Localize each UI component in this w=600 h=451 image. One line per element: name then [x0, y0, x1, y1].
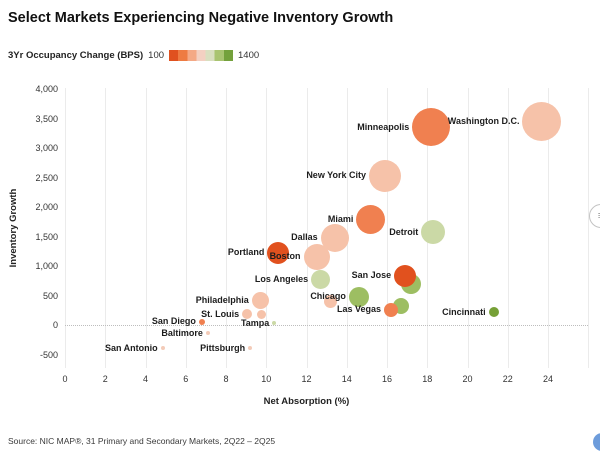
bubble-label: Chicago — [310, 291, 346, 302]
bubble-pittsburgh — [248, 346, 253, 351]
x-tick-label: 12 — [301, 374, 312, 384]
x-tick-label: 10 — [261, 374, 272, 384]
bubble-new-york-city — [368, 159, 401, 192]
bubble-label: New York City — [306, 170, 366, 181]
bubble-las-vegas — [384, 302, 399, 317]
bubble-label: San Diego — [151, 316, 196, 327]
bubble-label: St. Louis — [201, 308, 240, 319]
bubble-label: Washington D.C. — [447, 115, 520, 126]
x-tick-label: 8 — [223, 374, 229, 384]
gridline — [588, 88, 590, 368]
x-tick-label: 20 — [462, 374, 473, 384]
bubble-cincinnati — [488, 307, 499, 318]
logo-icon — [593, 433, 600, 451]
y-tick-label: 500 — [42, 290, 58, 301]
gridline — [548, 88, 549, 368]
bubble-label: Las Vegas — [337, 304, 382, 315]
legend-min-value: 100 — [148, 50, 165, 61]
zero-gridline — [65, 325, 588, 326]
bubble-tampa — [272, 321, 277, 326]
bubble-label: Boston — [269, 251, 301, 262]
legend-label: 3Yr Occupancy Change (BPS) — [8, 50, 144, 61]
bubble-portland — [267, 241, 290, 264]
x-tick-label: 0 — [62, 374, 68, 384]
bubble-washington-d-c — [522, 101, 562, 141]
gridline — [226, 88, 227, 368]
bubble-miami — [356, 205, 386, 235]
x-tick-label: 4 — [142, 374, 148, 384]
gridline — [105, 88, 107, 368]
color-legend: 3Yr Occupancy Change (BPS) 100 1400 — [8, 50, 259, 61]
x-tick-label: 16 — [381, 374, 392, 384]
y-tick-label: 1,500 — [35, 231, 58, 242]
x-tick-label: 2 — [102, 374, 108, 384]
bubble-label: Pittsburgh — [200, 342, 246, 353]
gridline — [306, 88, 308, 368]
gridline — [65, 88, 66, 368]
y-tick-label: 1,000 — [35, 261, 58, 271]
gridline — [346, 88, 348, 368]
bubble-chicago — [348, 286, 369, 307]
gridline — [145, 88, 147, 368]
y-tick-label: 0 — [52, 320, 58, 330]
gridline — [185, 88, 187, 368]
bubble-detroit — [421, 220, 446, 245]
gridline — [467, 88, 469, 368]
source-note: Source: NIC MAP®, 31 Primary and Seconda… — [8, 436, 276, 446]
gridline — [266, 88, 268, 368]
bubble-philadelphia — [251, 292, 269, 309]
bubble-boston — [303, 243, 330, 270]
x-axis-title: Net Absorption (%) — [263, 396, 350, 407]
y-tick-label: 3,000 — [35, 143, 58, 153]
gridline — [507, 88, 509, 368]
bubble-san-antonio — [160, 346, 165, 351]
y-tick-label: 2,000 — [35, 202, 58, 212]
bubble-label: San Jose — [351, 270, 392, 281]
bubble — [324, 294, 338, 308]
bubble-baltimore — [205, 331, 210, 336]
y-tick-label: -500 — [39, 349, 58, 360]
y-tick-label: 2,500 — [35, 172, 58, 183]
bubble-label: Los Angeles — [254, 274, 309, 285]
gridline — [387, 88, 388, 368]
bubble-st-louis — [242, 309, 253, 320]
bubble-label: Philadelphia — [195, 295, 249, 305]
bubble-label: Dallas — [291, 232, 318, 243]
legend-max-value: 1400 — [238, 50, 260, 61]
x-tick-label: 24 — [542, 374, 553, 384]
x-tick-label: 22 — [502, 374, 513, 384]
bubble-san-diego — [198, 318, 205, 325]
bubble-label: San Antonio — [104, 342, 158, 353]
chart-title: Select Markets Experiencing Negative Inv… — [8, 10, 394, 26]
x-tick-label: 14 — [341, 374, 352, 384]
y-tick-label: 4,000 — [35, 84, 58, 94]
bubble-label: Cincinnati — [442, 306, 486, 317]
x-tick-label: 18 — [422, 374, 433, 384]
bubble-label: Miami — [327, 214, 354, 225]
bubble-san-jose — [394, 264, 417, 287]
legend-gradient-bar — [169, 50, 234, 61]
y-tick-label: 3,500 — [35, 113, 58, 124]
bubble-label: Baltimore — [161, 327, 203, 338]
bubble-label: Tampa — [240, 317, 270, 328]
bubble — [256, 309, 266, 319]
bubble-label: Detroit — [389, 226, 419, 237]
bubble-minneapolis — [412, 108, 451, 147]
bubble-label: Portland — [227, 247, 265, 258]
x-tick-label: 6 — [183, 374, 189, 384]
bubble-label: Minneapolis — [357, 121, 410, 132]
bubble-los-angeles — [311, 270, 331, 290]
